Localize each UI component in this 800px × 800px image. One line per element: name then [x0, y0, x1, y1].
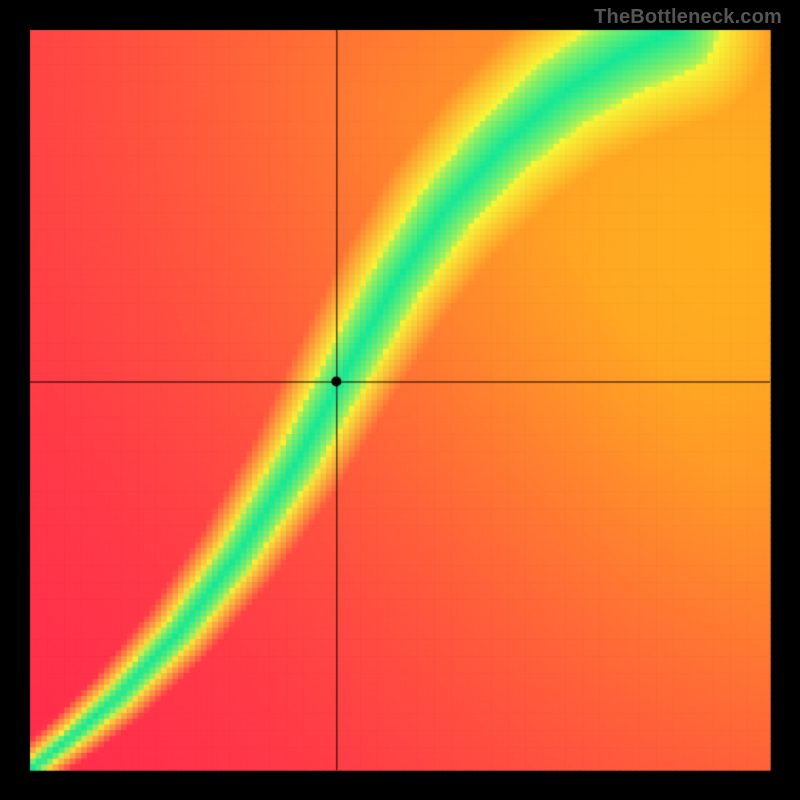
chart-container: TheBottleneck.com [0, 0, 800, 800]
watermark-text: TheBottleneck.com [594, 6, 782, 29]
heatmap-canvas [0, 0, 800, 800]
